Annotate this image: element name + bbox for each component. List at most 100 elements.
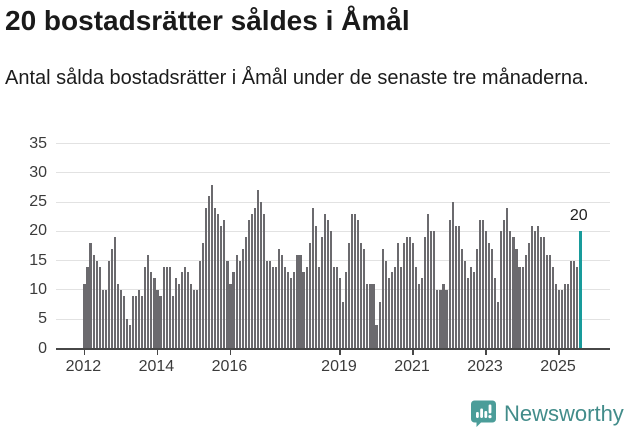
x-axis-tick <box>412 350 414 355</box>
bar <box>561 289 564 349</box>
gridline <box>56 201 610 203</box>
bar <box>424 237 427 349</box>
bar <box>430 231 433 349</box>
bar <box>381 249 384 349</box>
bar <box>460 249 463 349</box>
bar <box>281 254 284 349</box>
x-axis-tick <box>229 350 232 355</box>
bar <box>253 208 256 349</box>
bar <box>153 278 156 349</box>
bar <box>488 243 491 349</box>
bar <box>262 213 266 349</box>
bar <box>509 231 512 349</box>
last-value-label: 20 <box>569 207 588 225</box>
bar <box>408 237 412 349</box>
bar <box>284 266 287 349</box>
bar <box>399 266 402 349</box>
bar <box>369 284 372 349</box>
bar <box>202 243 205 349</box>
bar <box>311 208 314 349</box>
bar <box>217 213 220 349</box>
bar <box>451 202 454 349</box>
newsworthy-logo-icon <box>470 399 497 429</box>
bar <box>287 272 290 349</box>
bar <box>421 278 424 349</box>
bar <box>192 289 196 349</box>
bar <box>107 260 110 349</box>
bar <box>89 243 92 349</box>
bar <box>92 254 95 349</box>
bar <box>141 295 144 349</box>
bar <box>265 260 269 349</box>
bar <box>494 278 497 349</box>
bar <box>144 266 147 349</box>
bar <box>275 266 278 349</box>
bar <box>268 260 272 349</box>
y-axis-label: 25 <box>29 193 47 211</box>
y-axis-label: 0 <box>38 339 47 357</box>
bar <box>539 237 542 349</box>
bar <box>402 243 405 349</box>
bar <box>372 284 375 349</box>
bar <box>463 260 466 349</box>
bar <box>138 289 141 349</box>
x-axis-line <box>56 347 610 350</box>
bar <box>533 231 536 349</box>
bar <box>512 237 515 349</box>
bar <box>564 284 567 349</box>
bar <box>156 289 159 349</box>
x-axis-tick <box>156 350 159 355</box>
y-axis-label: 10 <box>29 280 47 298</box>
bar <box>290 278 293 349</box>
bar <box>129 325 132 349</box>
bar <box>125 319 129 349</box>
bar <box>119 289 123 349</box>
bar <box>272 266 275 349</box>
bar <box>177 284 180 349</box>
bar <box>226 260 229 349</box>
bar <box>232 272 235 349</box>
bar <box>305 266 308 349</box>
bar <box>378 301 381 349</box>
bar <box>436 289 439 349</box>
brand-name: Newsworthy <box>504 401 624 426</box>
bar <box>387 278 390 349</box>
bar <box>393 266 396 349</box>
brand-footer: Newsworthy <box>470 399 624 429</box>
bar <box>247 219 250 349</box>
x-axis-label: 2012 <box>65 358 102 375</box>
bar <box>323 213 326 349</box>
bar <box>497 301 500 349</box>
bar <box>427 213 430 349</box>
bar <box>104 289 107 349</box>
bar <box>211 184 214 349</box>
bar <box>396 243 399 349</box>
bar <box>326 219 329 349</box>
x-axis-tick <box>485 350 487 355</box>
bar <box>241 249 244 349</box>
bar <box>472 272 475 349</box>
bar <box>448 219 451 349</box>
x-axis-label: 2014 <box>138 358 175 375</box>
bar <box>433 231 436 349</box>
bar <box>180 272 183 349</box>
bar <box>293 272 296 349</box>
bar <box>375 325 378 349</box>
x-axis-tick <box>339 350 341 355</box>
bar <box>329 231 332 349</box>
bar <box>147 254 150 349</box>
chart-title: 20 bostadsrätter såldes i Åmål <box>5 5 410 36</box>
gridline <box>56 143 610 145</box>
bar <box>132 295 135 349</box>
bar <box>162 266 165 349</box>
bar <box>469 266 472 349</box>
bar <box>357 219 360 349</box>
bar <box>335 266 339 349</box>
bar <box>518 266 521 349</box>
bar <box>205 208 208 349</box>
bar <box>174 278 177 349</box>
bar <box>348 243 351 349</box>
bar <box>551 266 555 349</box>
bar <box>320 237 323 349</box>
